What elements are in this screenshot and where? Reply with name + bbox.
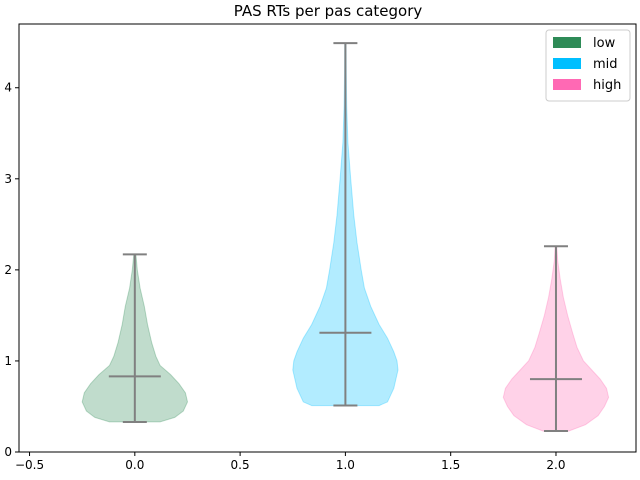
plot-frame [18, 23, 637, 453]
x-tick-label-1: 0.0 [125, 458, 144, 472]
x-axis: −0.5 0.0 0.5 1.0 1.5 2.0 [15, 452, 566, 472]
legend: low mid high [545, 29, 631, 102]
x-tick-label-2: 0.5 [231, 458, 250, 472]
legend-swatch-mid [553, 58, 581, 69]
y-tick-label-1: 1 [4, 354, 12, 368]
y-tick-label-2: 2 [4, 263, 12, 277]
y-tick-label-3: 3 [4, 172, 12, 186]
legend-label-low: low [593, 36, 616, 51]
x-tick-label-5: 2.0 [546, 458, 565, 472]
x-tick-label-3: 1.0 [336, 458, 355, 472]
legend-swatch-high [553, 79, 581, 90]
legend-label-high: high [593, 78, 621, 93]
y-tick-label-4: 4 [4, 81, 12, 95]
legend-swatch-low [553, 37, 581, 48]
x-tick-label-4: 1.5 [441, 458, 460, 472]
legend-label-mid: mid [593, 57, 618, 72]
chart-title: PAS RTs per pas category [234, 2, 423, 20]
y-tick-label-0: 0 [4, 445, 12, 459]
y-axis: 0 1 2 3 4 [4, 81, 19, 459]
x-tick-label-0: −0.5 [15, 458, 44, 472]
stats-layer [108, 42, 582, 433]
